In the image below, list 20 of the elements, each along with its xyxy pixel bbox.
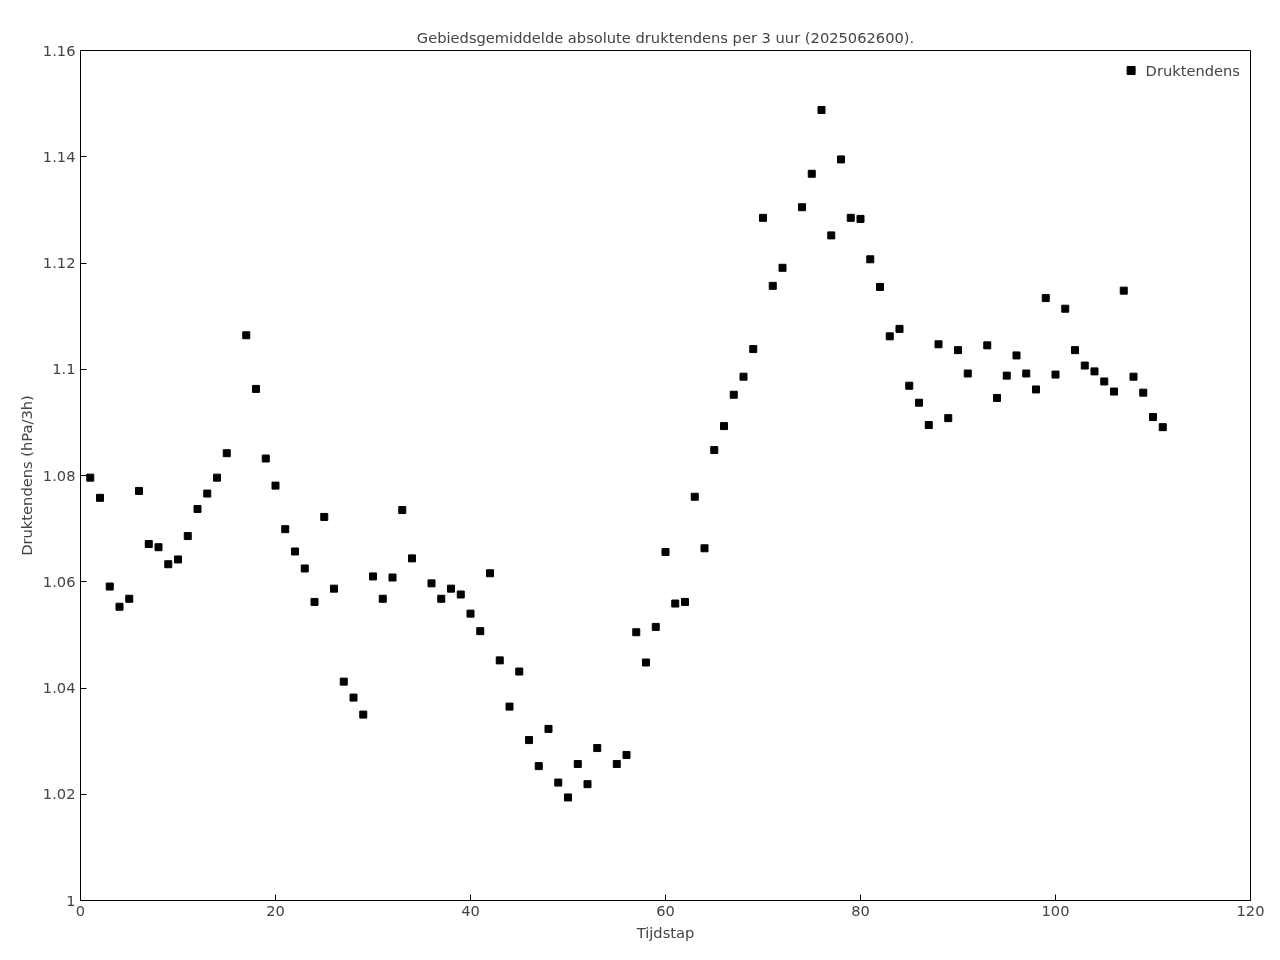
y-axis-title: Druktendens (hPa/3h)	[17, 395, 35, 556]
x-tick-label: 40	[461, 901, 480, 919]
y-tick-label: 1.04	[42, 679, 76, 696]
y-tick-label: 1.16	[42, 41, 76, 59]
y-tick-label: 1.08	[42, 466, 76, 484]
y-tick-label: 1	[66, 891, 76, 909]
y-tick-label: 1.02	[42, 785, 76, 803]
legend-label: Druktendens	[1145, 61, 1240, 79]
x-tick-label: 120	[1236, 901, 1265, 919]
x-tick-label: 60	[656, 901, 675, 919]
y-tick-label: 1.14	[42, 147, 76, 165]
x-axis-title: Tijdstap	[635, 923, 695, 941]
x-tick-label: 20	[266, 901, 285, 919]
x-tick-label: 80	[851, 901, 870, 919]
y-tick-label: 1.1	[52, 360, 76, 378]
y-tick-label: 1.06	[42, 572, 76, 590]
chart-title: Gebiedsgemiddelde absolute druktendens per 3 uur (2025062600).	[416, 28, 915, 46]
x-tick-label: 100	[1041, 901, 1070, 919]
y-tick-label: 1.12	[42, 254, 76, 271]
x-tick-label: 0	[75, 901, 86, 919]
